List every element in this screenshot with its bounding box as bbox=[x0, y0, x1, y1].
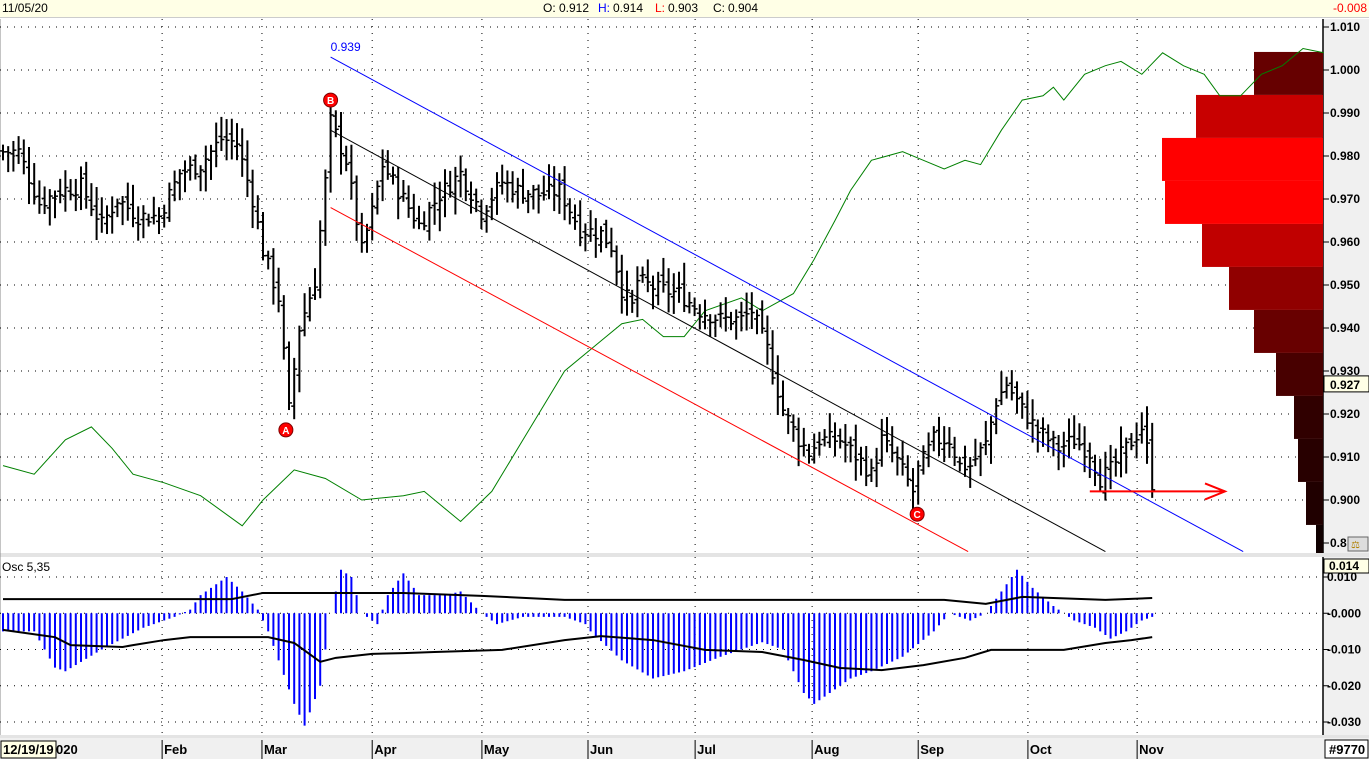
price-tick-label: 0.910 bbox=[1330, 450, 1360, 464]
scale-toggle-icon bbox=[1347, 536, 1369, 552]
price-tick-label: 1.000 bbox=[1330, 63, 1360, 77]
volume-profile-bar bbox=[1229, 266, 1323, 310]
channel-line-mid bbox=[330, 129, 1106, 553]
price-tick-label: 0.950 bbox=[1330, 278, 1360, 292]
osc-tick-label: -0.020 bbox=[1327, 679, 1361, 693]
wave-marker bbox=[323, 92, 339, 108]
close-value: 0.904 bbox=[728, 1, 759, 15]
month-label: Oct bbox=[1030, 742, 1052, 757]
arrow-head-icon bbox=[1204, 482, 1228, 501]
close-label: C: bbox=[713, 1, 725, 15]
month-label: Feb bbox=[164, 742, 187, 757]
osc-axis-panel bbox=[1323, 557, 1369, 735]
month-label: Mar bbox=[264, 742, 287, 757]
volume-profile-bar bbox=[1298, 438, 1323, 482]
volume-profile-bar bbox=[1165, 180, 1323, 224]
price-tick-label: 0.940 bbox=[1330, 321, 1360, 335]
current-date: 11/05/20 bbox=[2, 1, 48, 15]
price-axis-panel bbox=[1323, 19, 1369, 553]
month-label: Sep bbox=[920, 742, 944, 757]
month-label: Aug bbox=[814, 742, 839, 757]
osc-tick-label: -0.010 bbox=[1327, 643, 1361, 657]
price-tick-label: 1.010 bbox=[1330, 20, 1360, 34]
price-tick-label: 0.980 bbox=[1330, 149, 1360, 163]
channel-line-bottom bbox=[330, 207, 969, 553]
price-tick-label: 0.900 bbox=[1330, 493, 1360, 507]
record-id: #9770 bbox=[1329, 742, 1365, 757]
price-tick-label: 0.990 bbox=[1330, 106, 1360, 120]
last-price: 0.927 bbox=[1330, 378, 1360, 392]
volume-profile-bar bbox=[1306, 481, 1323, 525]
month-label: Apr bbox=[374, 742, 396, 757]
volume-profile-bar bbox=[1276, 352, 1323, 396]
net-change: -0.008 bbox=[1332, 1, 1367, 15]
year-label: 020 bbox=[56, 742, 78, 757]
price-tick-label: 0.930 bbox=[1330, 364, 1360, 378]
osc-title: Osc 5,35 bbox=[2, 560, 50, 574]
start-date: 12/19/19 bbox=[3, 742, 54, 757]
high-label: H: bbox=[598, 1, 610, 15]
volume-profile-bar bbox=[1254, 309, 1323, 353]
volume-profile-bar bbox=[1294, 395, 1323, 439]
quote-header: 11/05/20 O: 0.912 H: 0.914 L: 0.903 C: 0… bbox=[0, 0, 1369, 18]
panel-splitter bbox=[0, 553, 1369, 557]
relative-strength-line bbox=[2, 47, 1324, 527]
volume-profile-bar bbox=[1202, 223, 1323, 267]
date-axis-panel bbox=[0, 738, 1369, 759]
osc-upper-band bbox=[3, 591, 1153, 605]
month-label: Nov bbox=[1139, 742, 1164, 757]
low-value: 0.903 bbox=[668, 1, 699, 15]
month-label: Jul bbox=[697, 742, 716, 757]
osc-last-box bbox=[1323, 558, 1369, 574]
last-price-box bbox=[1323, 375, 1369, 393]
start-date-box bbox=[0, 740, 57, 759]
low-label: L: bbox=[655, 1, 666, 15]
month-label: Jun bbox=[590, 742, 613, 757]
open-label: O: bbox=[543, 1, 556, 15]
volume-profile-bar bbox=[1254, 51, 1323, 95]
wave-marker-label: C bbox=[914, 510, 921, 521]
open-value: 0.912 bbox=[559, 1, 590, 15]
wave-marker bbox=[909, 506, 925, 522]
panel-splitter bbox=[0, 735, 1369, 738]
price-tick-label: 0.960 bbox=[1330, 235, 1360, 249]
osc-lower-band bbox=[2, 628, 1153, 672]
wave-marker-label: B bbox=[327, 96, 334, 107]
scale-icon-glyph: ⚖ bbox=[1351, 540, 1360, 551]
osc-tick-label: -0.030 bbox=[1327, 715, 1361, 729]
wave-marker bbox=[278, 422, 294, 438]
osc-last-value: 0.014 bbox=[1329, 559, 1359, 573]
channel-line-top bbox=[330, 56, 1244, 553]
high-value: 0.914 bbox=[613, 1, 644, 15]
channel-value-label: 0.939 bbox=[331, 40, 361, 54]
volume-profile-bar bbox=[1162, 137, 1323, 181]
volume-profile-bar bbox=[1316, 524, 1323, 553]
volume-profile-bar bbox=[1196, 94, 1323, 138]
wave-marker-label: A bbox=[282, 426, 289, 437]
price-tick-label: 0.970 bbox=[1330, 192, 1360, 206]
price-tick-label: 0.8 bbox=[1330, 536, 1347, 550]
record-id-box bbox=[1324, 739, 1369, 759]
month-label: May bbox=[484, 742, 510, 757]
price-tick-label: 0.920 bbox=[1330, 407, 1360, 421]
osc-tick-label: -0.000 bbox=[1327, 606, 1361, 620]
